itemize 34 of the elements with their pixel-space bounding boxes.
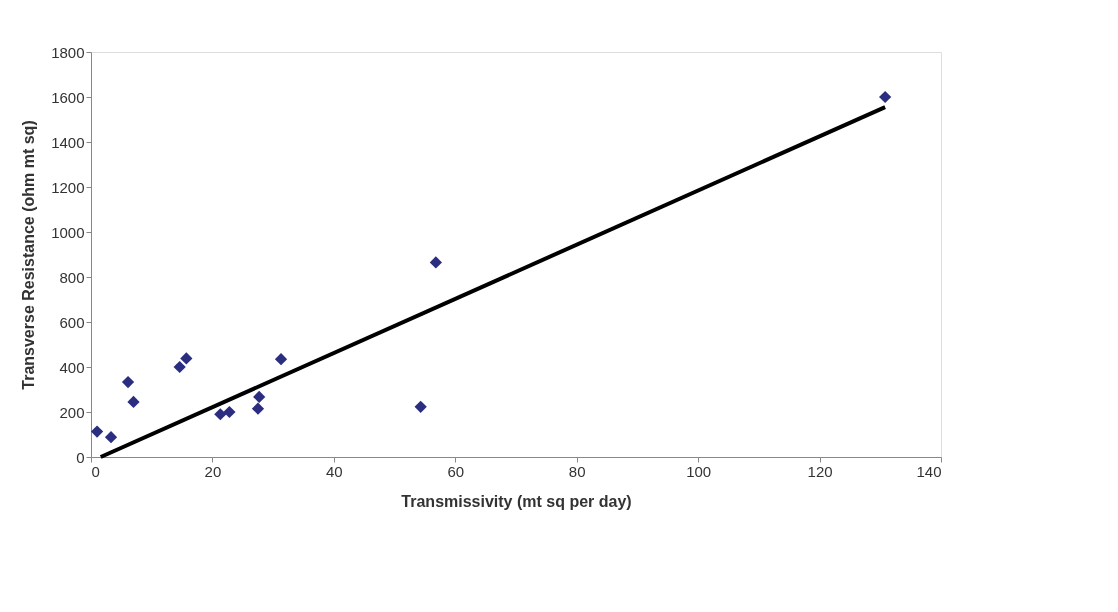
y-tick-label: 1200	[51, 178, 85, 196]
y-axis-title: Transverse Resistance (ohm mt sq)	[20, 120, 38, 390]
x-tick-label: 20	[204, 462, 222, 480]
point	[121, 375, 135, 389]
y-tick-label: 1000	[51, 223, 85, 241]
y-tick-label: 400	[59, 358, 85, 376]
point	[180, 352, 193, 365]
point	[223, 405, 236, 419]
point	[173, 360, 186, 374]
point	[90, 425, 104, 438]
x-tick-label: 60	[447, 462, 465, 480]
point	[251, 402, 265, 415]
point	[879, 90, 892, 104]
point	[253, 390, 266, 404]
y-tick-label: 1600	[51, 88, 85, 106]
point	[274, 353, 288, 366]
x-tick-label: 100	[686, 462, 712, 480]
point	[214, 408, 227, 421]
x-tick-label: 40	[326, 462, 343, 480]
x-tick-label: 0	[91, 462, 100, 480]
y-tick-label: 800	[59, 268, 85, 286]
y-tick-label: 600	[59, 313, 85, 331]
point	[104, 431, 118, 444]
point	[429, 256, 442, 269]
point	[127, 395, 140, 408]
y-tick-label: 0	[76, 448, 85, 466]
x-tick-label: 120	[807, 462, 833, 480]
x-tick-label: 140	[916, 462, 942, 480]
y-tick-label: 200	[59, 403, 85, 421]
y-tick-label: 1800	[51, 43, 85, 61]
x-axis-title: Transmissivity (mt sq per day)	[401, 492, 632, 510]
x-tick-label: 80	[568, 462, 586, 480]
y-tick-label: 1400	[51, 133, 85, 151]
point	[414, 400, 427, 413]
